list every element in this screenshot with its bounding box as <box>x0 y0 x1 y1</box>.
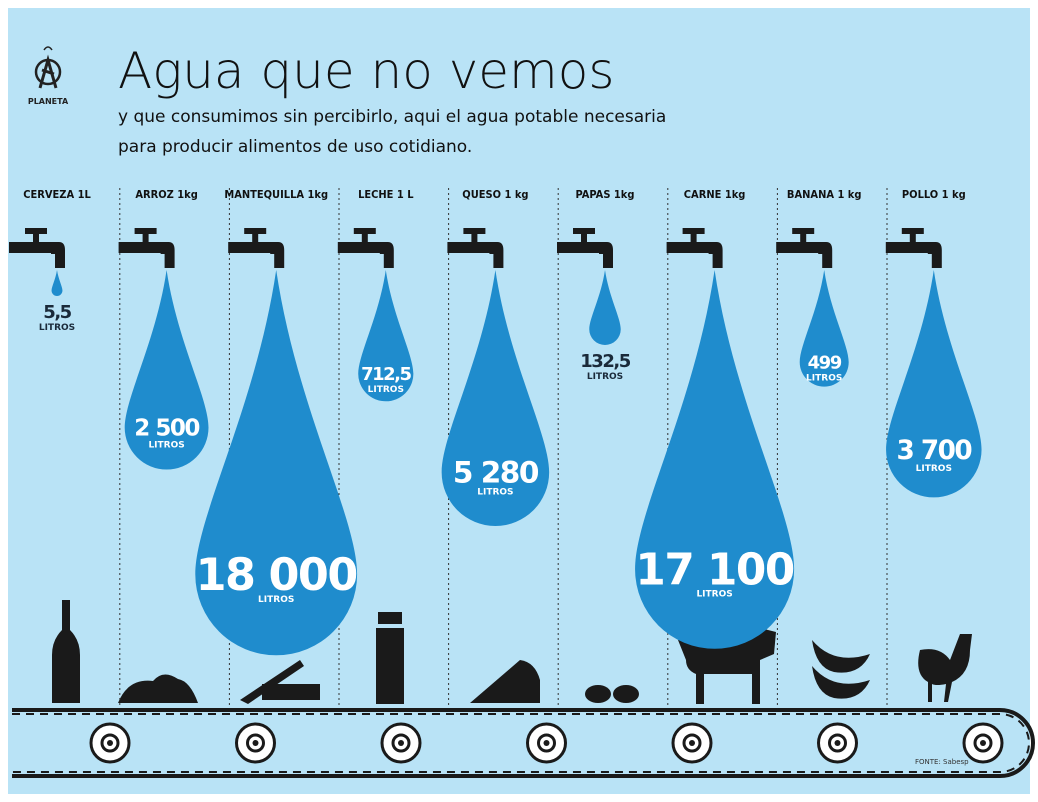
unit-label: LITROS <box>39 323 75 333</box>
value-label: 5 280 <box>453 456 539 490</box>
page: {"chart_data": {"type": "drop", "title":… <box>0 0 1038 802</box>
faucet-handle <box>25 228 47 234</box>
subtitle-line: para producir alimentos de uso cotidiano… <box>118 137 472 157</box>
category-label: MANTEQUILLA 1kg <box>224 188 328 201</box>
subtitle-line: y que consumimos sin percibirlo, aqui el… <box>118 107 666 127</box>
faucet-handle <box>354 228 376 234</box>
faucet-handle <box>683 228 705 234</box>
logo-text: PLANETA <box>28 97 69 106</box>
value-label: 712,5 <box>361 364 411 385</box>
category-label: LECHE 1 L <box>358 188 414 201</box>
faucet-handle <box>902 228 924 234</box>
faucet-pipe <box>667 242 713 253</box>
faucet-handle <box>792 228 814 234</box>
faucet-handle <box>463 228 485 234</box>
roller-axle <box>980 740 986 746</box>
value-label: 499 <box>808 352 842 373</box>
unit-label: LITROS <box>258 595 294 605</box>
faucet-pipe <box>119 242 165 253</box>
roller-axle <box>398 740 404 746</box>
faucet-pipe <box>338 242 384 253</box>
source: FONTE: Sabesp <box>915 758 969 766</box>
value-label: 3 700 <box>896 436 972 466</box>
category-label: POLLO 1 kg <box>902 188 966 201</box>
value-label: 2 500 <box>134 416 199 442</box>
unit-label: LITROS <box>696 589 732 599</box>
unit-label: LITROS <box>148 441 184 451</box>
roller-axle <box>835 740 841 746</box>
faucet-pipe <box>9 242 55 253</box>
faucet-pipe <box>886 242 932 253</box>
unit-label: LITROS <box>368 385 404 395</box>
roller-axle <box>107 740 113 746</box>
faucet-handle <box>135 228 157 234</box>
category-label: PAPAS 1kg <box>576 188 635 201</box>
faucet-handle <box>573 228 595 234</box>
faucet-pipe <box>776 242 822 253</box>
value-label: 18 000 <box>196 550 357 601</box>
category-label: QUESO 1 kg <box>462 188 528 201</box>
category-label: CERVEZA 1L <box>23 188 91 201</box>
value-label: 17 100 <box>635 544 793 595</box>
unit-label: LITROS <box>916 464 952 474</box>
roller-axle <box>544 740 550 746</box>
unit-label: LITROS <box>587 372 623 382</box>
value-label: 5,5 <box>43 302 71 323</box>
faucet-pipe <box>557 242 603 253</box>
chart: PLANETA Agua que no vemos y que consumim… <box>0 0 1038 802</box>
category-label: CARNE 1kg <box>684 188 746 201</box>
faucet-handle <box>244 228 266 234</box>
unit-label: LITROS <box>477 488 513 498</box>
faucet-pipe <box>447 242 493 253</box>
roller-axle <box>689 740 695 746</box>
unit-label: LITROS <box>806 373 842 383</box>
category-label: BANANA 1 kg <box>787 188 862 201</box>
chart-title: Agua que no vemos <box>118 42 614 100</box>
roller-axle <box>253 740 259 746</box>
category-label: ARROZ 1kg <box>135 188 197 201</box>
value-label: 132,5 <box>580 351 630 372</box>
faucet-pipe <box>228 242 274 253</box>
